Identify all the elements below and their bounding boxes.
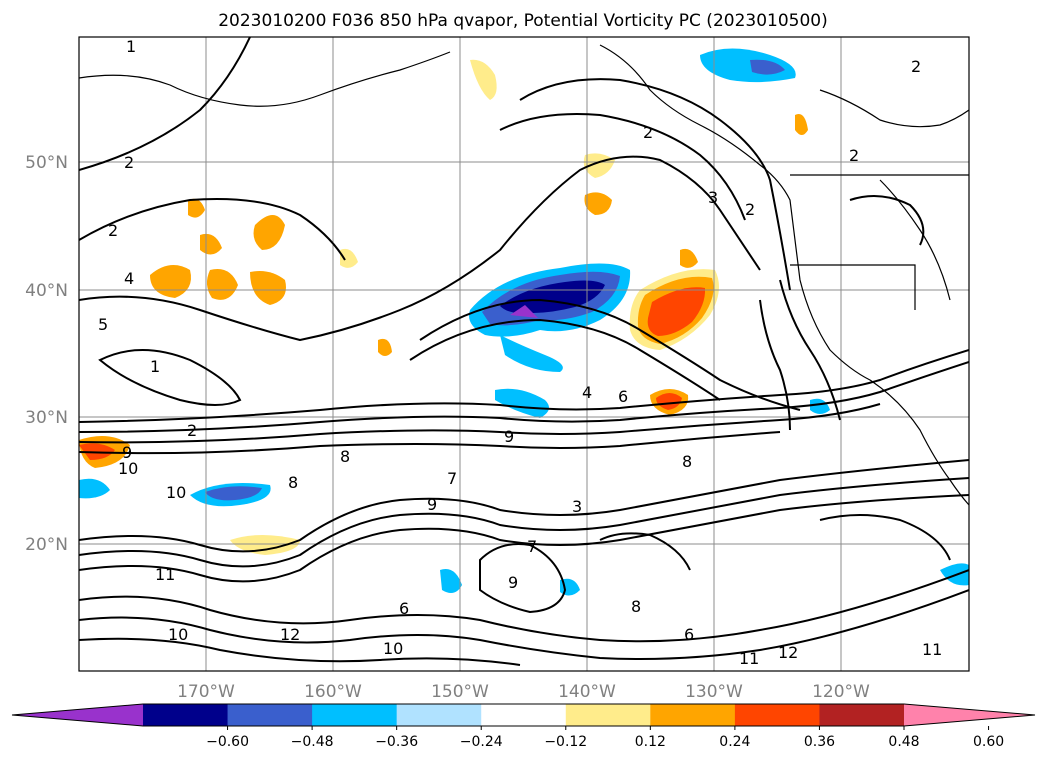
- contour-label: 7: [527, 537, 537, 556]
- colorbar-tick-label: 0.36: [804, 734, 835, 750]
- shaded-fields: [79, 48, 969, 596]
- colorbar-tick-label: −0.60: [206, 734, 249, 750]
- colorbar-tick-label: −0.48: [291, 734, 334, 750]
- contour-label: 1: [150, 357, 160, 376]
- colorbar-tick-label: −0.36: [375, 734, 418, 750]
- colorbar-extend-low: [12, 704, 143, 726]
- colorbar-bin: [650, 704, 736, 726]
- contour-label: 2: [911, 57, 921, 76]
- contour-label: 8: [631, 597, 641, 616]
- colorbar-tick-label: 0.24: [719, 734, 750, 750]
- contour-label: 10: [168, 625, 188, 644]
- contour-label: 11: [922, 640, 942, 659]
- colorbar-tick-label: 0.48: [888, 734, 919, 750]
- colorbar-tick-label: −0.24: [460, 734, 503, 750]
- contour-label: 10: [166, 483, 186, 502]
- coastlines: [79, 44, 969, 506]
- contour-label: 10: [383, 639, 403, 658]
- contour-label: 9: [427, 495, 437, 514]
- lat-label: 50°N: [25, 153, 68, 173]
- contour-label: 9: [504, 427, 514, 446]
- contour-label: 1: [126, 37, 136, 56]
- contour-label: 3: [708, 188, 718, 207]
- contour-label: 2: [745, 200, 755, 219]
- colorbar-bin: [396, 704, 482, 726]
- colorbar-bin: [227, 704, 313, 726]
- gridlines: [79, 37, 969, 671]
- contour-label: 2: [187, 421, 197, 440]
- contour-label: 2: [108, 221, 118, 240]
- lat-label: 20°N: [25, 535, 68, 555]
- contour-label: 9: [508, 573, 518, 592]
- colorbar-bin: [481, 704, 567, 726]
- map-frame: [78, 36, 970, 672]
- lat-label: 40°N: [25, 281, 68, 301]
- contour-label: 11: [155, 565, 175, 584]
- contour-label: 6: [684, 625, 694, 644]
- pv-contours: [79, 37, 969, 666]
- contour-label: 6: [399, 599, 409, 618]
- contour-label: 2: [643, 123, 653, 142]
- contour-label: 8: [288, 473, 298, 492]
- lon-label: 160°W: [304, 682, 362, 702]
- contour-label: 11: [739, 649, 759, 668]
- contour-label: 9: [122, 443, 132, 462]
- contour-label: 8: [682, 452, 692, 471]
- lon-axis-labels: 170°W 160°W 150°W 140°W 130°W 120°W: [177, 682, 870, 702]
- contour-label: 5: [98, 315, 108, 334]
- contour-label: 10: [118, 459, 138, 478]
- contour-label: 3: [572, 497, 582, 516]
- lon-label: 170°W: [177, 682, 235, 702]
- colorbar: −0.60 −0.48 −0.36 −0.24 −0.12 0.12 0.24 0.36 0.4…: [11, 703, 1036, 750]
- colorbar-bin: [565, 704, 651, 726]
- contour-labels: 1 2 2 4 5 1 2 8 9 10 10 8 9 11 10 12 3 4…: [98, 37, 942, 668]
- figure-title: 2023010200 F036 850 hPa qvapor, Potentia…: [218, 11, 828, 31]
- contour-label: 12: [778, 643, 798, 662]
- lon-label: 150°W: [431, 682, 489, 702]
- map-panel: 1 2 2 4 5 1 2 8 9 10 10 8 9 11 10 12 3 4…: [78, 36, 970, 672]
- contour-label: 7: [447, 469, 457, 488]
- contour-label: 2: [849, 146, 859, 165]
- colorbar-extend-high: [904, 704, 1035, 726]
- contour-label: 12: [280, 625, 300, 644]
- colorbar-outline: [11, 703, 1036, 727]
- colorbar-tick-label: 0.12: [635, 734, 666, 750]
- lon-label: 120°W: [812, 682, 870, 702]
- contour-label: 4: [582, 383, 592, 402]
- contour-label: 2: [124, 153, 134, 172]
- colorbar-bin: [819, 704, 905, 726]
- colorbar-tick-label: 0.60: [973, 734, 1004, 750]
- lat-axis-labels: 50°N 40°N 30°N 20°N: [25, 153, 68, 555]
- contour-label: 6: [618, 387, 628, 406]
- colorbar-bin: [312, 704, 398, 726]
- contour-label: 8: [340, 447, 350, 466]
- contour-label: 4: [124, 269, 134, 288]
- colorbar-bin: [734, 704, 820, 726]
- colorbar-tick-label: −0.12: [544, 734, 587, 750]
- lon-label: 140°W: [558, 682, 616, 702]
- lon-label: 130°W: [685, 682, 743, 702]
- colorbar-bin: [143, 704, 229, 726]
- lat-label: 30°N: [25, 408, 68, 428]
